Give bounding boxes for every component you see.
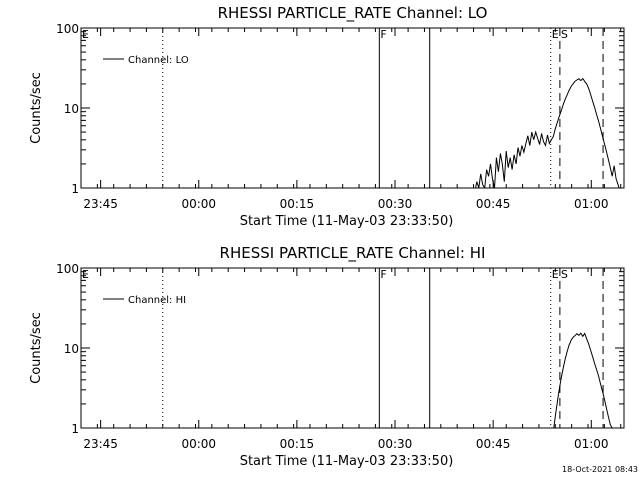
event-marker-label: F [380,28,386,41]
y-tick-label: 100 [56,22,79,36]
event-marker-label: E [552,28,559,41]
x-axis-label: Start Time (11-May-03 23:33:50) [240,214,454,229]
legend-label: Channel: LO [128,55,189,66]
x-tick-label: 00:30 [378,437,413,451]
x-tick-label: 00:45 [476,437,511,451]
event-marker-label: S [561,28,568,41]
x-tick-label: 00:00 [181,197,216,211]
x-axis-label: Start Time (11-May-03 23:33:50) [240,454,454,469]
event-marker-label: E [82,268,89,281]
y-axis-label: Counts/sec [29,72,44,144]
footer-timestamp: 18-Oct-2021 08:43 [562,465,638,474]
y-tick-label: 10 [64,342,79,356]
x-tick-label: 23:45 [83,197,118,211]
y-tick-label: 1 [71,422,79,436]
x-tick-label: 00:15 [280,437,315,451]
y-tick-label: 100 [56,262,79,276]
event-marker-label: E [552,268,559,281]
x-tick-label: 01:00 [574,197,609,211]
x-tick-label: 23:45 [83,437,118,451]
chart-panel-1: RHESSI PARTICLE_RATE Channel: LO 1 10 100 23… [29,4,625,229]
x-tick-label: 01:00 [574,437,609,451]
series-line-1 [553,332,613,428]
y-tick-label: 1 [71,182,79,196]
legend-label: Channel: HI [128,295,186,306]
chart-panel-2: RHESSI PARTICLE_RATE Channel: HI 1 10 100 23… [29,244,625,469]
y-tick-label: 10 [64,102,79,116]
legend: Channel: HI [103,295,186,306]
y-axis-label: Counts/sec [29,312,44,384]
event-marker-label: E [82,28,89,41]
event-marker-label: S [561,268,568,281]
legend: Channel: LO [103,55,189,66]
x-tick-label: 00:45 [476,197,511,211]
x-tick-label: 00:30 [378,197,413,211]
event-marker-label: F [380,268,386,281]
series-line-1 [475,77,620,188]
chart-title: RHESSI PARTICLE_RATE Channel: LO [218,4,488,23]
chart-title: RHESSI PARTICLE_RATE Channel: HI [220,244,486,263]
x-tick-label: 00:00 [181,437,216,451]
x-tick-label: 00:15 [280,197,315,211]
